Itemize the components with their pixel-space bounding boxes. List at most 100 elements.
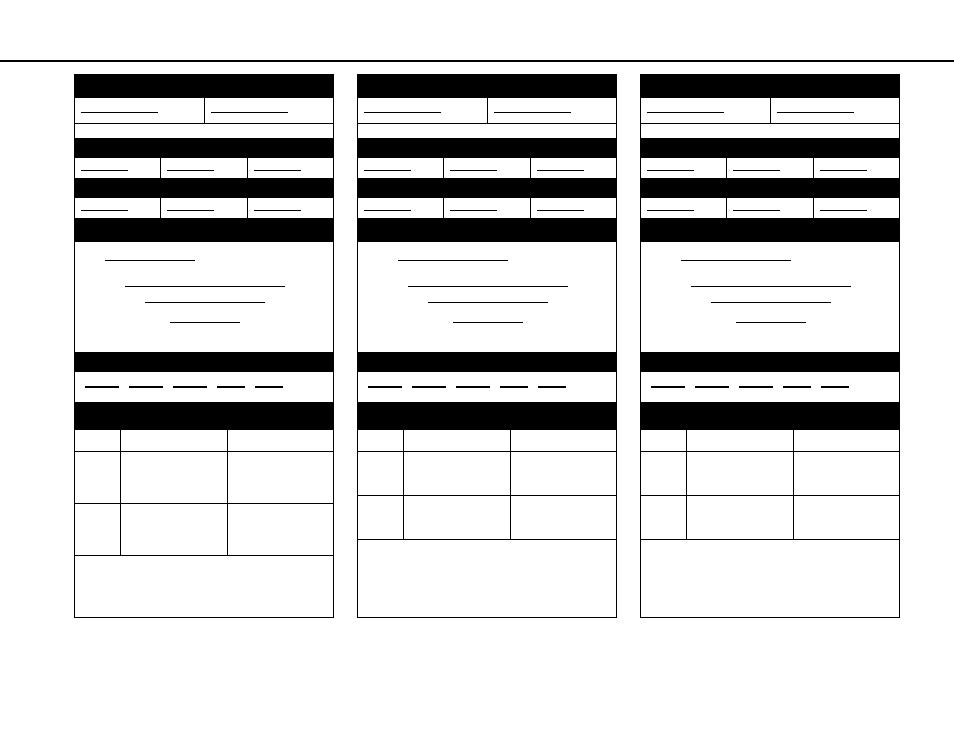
field-underline (81, 170, 128, 171)
grid-cell (121, 452, 228, 503)
text-line (398, 260, 508, 261)
grid-cell (687, 496, 794, 539)
dash-segment (412, 386, 446, 388)
form-card (357, 74, 617, 618)
grid-cell (228, 452, 334, 503)
field-underline (450, 210, 497, 211)
field-cell (248, 158, 333, 178)
dash-segment (651, 386, 685, 388)
field-cell (358, 198, 444, 218)
field-cell (161, 198, 247, 218)
section-bar (640, 402, 900, 430)
grid-cell (75, 452, 121, 503)
grid-cell (358, 496, 404, 539)
header-bar (74, 74, 334, 98)
field-row-three (357, 158, 617, 178)
grid-header-cell (641, 430, 687, 451)
text-line (691, 286, 851, 287)
grid-row (357, 452, 617, 496)
spacer-row (74, 124, 334, 138)
field-cell (444, 198, 530, 218)
section-bar (74, 402, 334, 430)
grid-cell (228, 504, 334, 555)
grid-cell (358, 452, 404, 495)
field-underline (254, 170, 301, 171)
grid-cell (687, 452, 794, 495)
text-line (681, 260, 791, 261)
grid-cell (794, 496, 900, 539)
text-line (736, 322, 806, 323)
dash-segment (695, 386, 729, 388)
grid-header-cell (228, 430, 334, 451)
section-bar (74, 218, 334, 242)
dash-segment (255, 386, 283, 388)
dash-row (74, 372, 334, 402)
field-underline (820, 210, 867, 211)
field-underline (494, 112, 571, 113)
field-row-two (640, 98, 900, 124)
field-row-three (74, 198, 334, 218)
field-cell (727, 158, 813, 178)
dash-segment (500, 386, 528, 388)
field-cell (248, 198, 333, 218)
dash-segment (456, 386, 490, 388)
grid-header (74, 430, 334, 452)
grid-header-cell (121, 430, 228, 451)
field-row-two (357, 98, 617, 124)
text-area (74, 242, 334, 352)
field-cell (641, 158, 727, 178)
field-underline (211, 112, 288, 113)
field-underline (167, 210, 214, 211)
form-card (74, 74, 334, 618)
grid-row (357, 496, 617, 540)
page (0, 0, 954, 742)
field-cell (75, 158, 161, 178)
field-row-three (640, 158, 900, 178)
field-underline (81, 210, 128, 211)
text-line (105, 260, 195, 261)
grid-cell (794, 452, 900, 495)
top-horizontal-rule (0, 60, 954, 62)
field-underline (647, 170, 694, 171)
field-underline (364, 170, 411, 171)
dash-segment (173, 386, 207, 388)
text-line (170, 322, 240, 323)
grid-cell (641, 496, 687, 539)
field-cell (531, 158, 616, 178)
field-row-three (357, 198, 617, 218)
dash-segment (739, 386, 773, 388)
dash-segment (368, 386, 402, 388)
text-line (453, 322, 523, 323)
text-area (357, 242, 617, 352)
field-underline (364, 112, 441, 113)
grid-cell (121, 504, 228, 555)
field-cell (75, 98, 205, 123)
dash-segment (129, 386, 163, 388)
field-row-two (74, 98, 334, 124)
field-underline (733, 170, 780, 171)
grid-footer (640, 540, 900, 618)
field-cell (641, 198, 727, 218)
field-underline (820, 170, 867, 171)
grid-header (640, 430, 900, 452)
dash-segment (783, 386, 811, 388)
text-area (640, 242, 900, 352)
header-bar (640, 74, 900, 98)
grid-row (640, 452, 900, 496)
field-cell (488, 98, 617, 123)
section-bar (640, 138, 900, 158)
field-underline (450, 170, 497, 171)
grid-header-cell (511, 430, 617, 451)
dash-segment (85, 386, 119, 388)
grid-footer (74, 556, 334, 618)
grid-cell (511, 452, 617, 495)
dash-row (357, 372, 617, 402)
field-cell (205, 98, 334, 123)
text-line (145, 302, 265, 303)
section-bar (357, 218, 617, 242)
grid-row (640, 496, 900, 540)
grid-header-cell (687, 430, 794, 451)
field-cell (814, 158, 899, 178)
section-bar (640, 178, 900, 198)
grid-header-cell (358, 430, 404, 451)
